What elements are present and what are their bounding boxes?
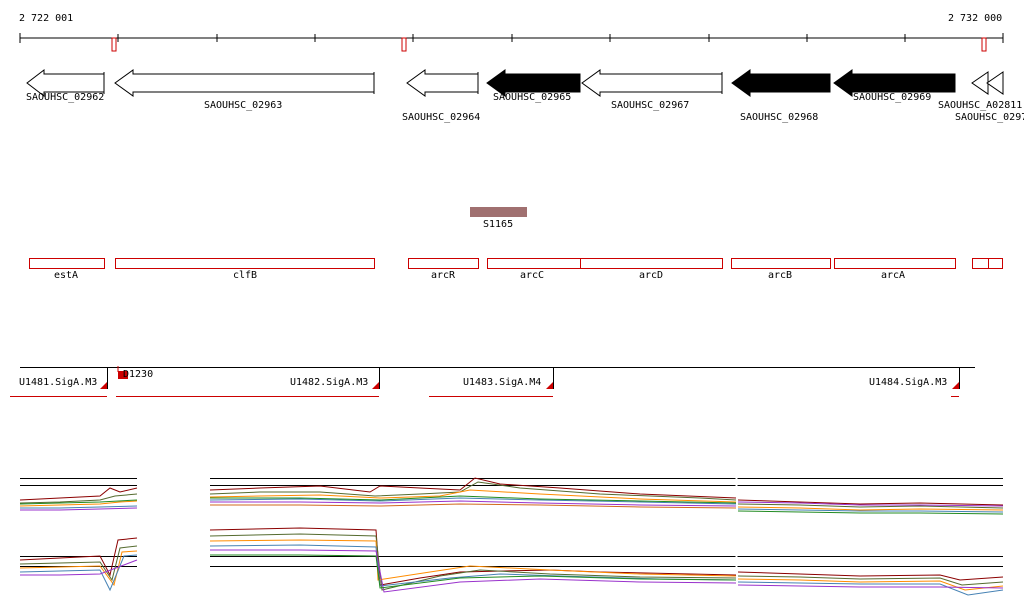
ruler <box>19 33 1004 52</box>
gene-label: SAOUHSC_02965 <box>493 92 572 103</box>
ruler-marker <box>111 37 117 52</box>
gene-arrow-saouhsc-02962[interactable] <box>26 68 105 98</box>
operon-track <box>29 258 1003 269</box>
operon-label: clfB <box>233 270 258 281</box>
gene-arrow-saouhsc-02967[interactable] <box>581 69 723 97</box>
gene-arrow-saouhsc-02963[interactable] <box>114 69 375 97</box>
operon-box-arca[interactable] <box>834 258 956 269</box>
transcription-unit-label: U1481.SigA.M3 <box>19 377 98 388</box>
expression-profile-track-2 <box>19 527 1004 596</box>
operon-box-arcr[interactable] <box>408 258 479 269</box>
dna-feature-label: D1230 <box>123 369 154 380</box>
operon-box-extra[interactable] <box>988 258 1003 269</box>
gene-label: SAOUHSC_A02811 <box>938 100 1023 111</box>
gene-arrow-saouhsc-02964[interactable] <box>406 69 479 97</box>
gene-arrow-saouhsc-02968[interactable] <box>731 69 831 97</box>
operon-label: arcB <box>768 270 793 281</box>
gene-label: SAOUHSC_02964 <box>402 112 481 123</box>
operon-box-arcb[interactable] <box>731 258 831 269</box>
gene-label: SAOUHSC_02968 <box>740 112 819 123</box>
gene-label: SAOUHSC_02967 <box>611 100 690 111</box>
gene-track <box>26 68 1004 98</box>
transcription-unit-label: U1483.SigA.M4 <box>463 377 542 388</box>
operon-box-extra[interactable] <box>972 258 989 269</box>
feature-box-s1165[interactable] <box>470 207 527 217</box>
ruler-marker <box>981 37 987 52</box>
transcription-unit-label: U1482.SigA.M3 <box>290 377 369 388</box>
gene-label: SAOUHSC_02962 <box>26 92 105 103</box>
gene-label: SAOUHSC_0297 <box>955 112 1024 123</box>
feature-label: S1165 <box>483 219 514 230</box>
operon-box-esta[interactable] <box>29 258 105 269</box>
operon-label: arcA <box>881 270 906 281</box>
gene-arrow-saouhsc-a02811[interactable] <box>971 71 989 95</box>
operon-box-arcd[interactable] <box>580 258 723 269</box>
gene-arrow-saouhsc-0297[interactable] <box>986 71 1004 95</box>
operon-label: arcD <box>639 270 664 281</box>
ruler-marker <box>401 37 407 52</box>
ruler-end-label: 2 732 000 <box>948 13 1003 24</box>
gene-label: SAOUHSC_02963 <box>204 100 283 111</box>
transcription-unit-label: U1484.SigA.M3 <box>869 377 948 388</box>
transcription-unit-track <box>10 366 975 397</box>
dna-feature-d1230[interactable] <box>118 371 128 379</box>
operon-label: estA <box>54 270 79 281</box>
gene-arrow-saouhsc-02969[interactable] <box>833 69 956 97</box>
expression-profile-track-1 <box>19 476 1004 516</box>
operon-box-clfb[interactable] <box>115 258 375 269</box>
ruler-start-label: 2 722 001 <box>19 13 74 24</box>
operon-label: arcC <box>520 270 545 281</box>
operon-label: arcR <box>431 270 456 281</box>
operon-box-arcc[interactable] <box>487 258 581 269</box>
gene-label: SAOUHSC_02969 <box>853 92 932 103</box>
gene-arrow-saouhsc-02965[interactable] <box>486 69 581 97</box>
